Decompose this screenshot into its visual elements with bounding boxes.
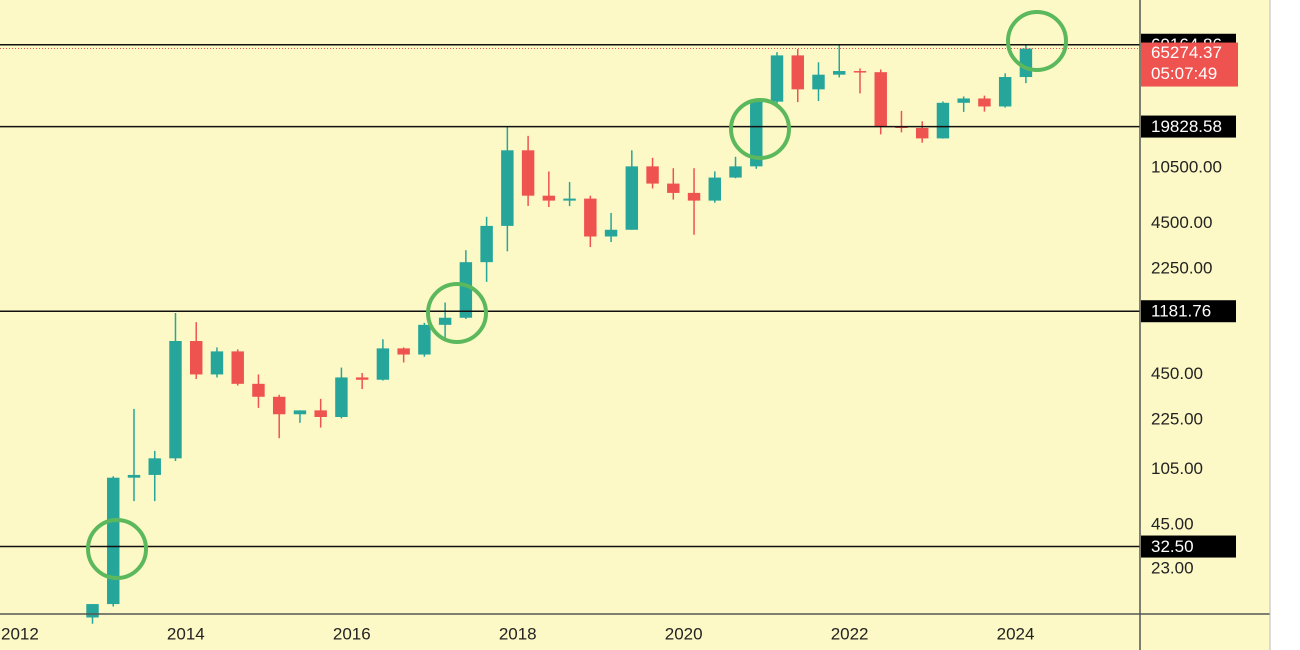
candle-body — [107, 477, 120, 605]
candle-body — [729, 166, 742, 178]
candle-body — [397, 348, 410, 355]
level-label: 19828.58 — [1151, 117, 1222, 136]
candle-body — [625, 166, 639, 230]
y-tick-label: 2250.00 — [1151, 259, 1212, 278]
y-tick-label: 23.00 — [1151, 559, 1194, 578]
candle-body — [646, 166, 659, 184]
candle-body — [169, 341, 182, 459]
candle-body — [438, 317, 452, 325]
candle-body — [210, 351, 224, 375]
candle-body — [501, 150, 514, 226]
candle-body — [542, 195, 556, 201]
candle-body — [978, 98, 991, 107]
annotations — [86, 10, 1068, 580]
candle-body — [272, 396, 286, 415]
x-tick-label: 2016 — [333, 624, 371, 643]
y-tick-label: 10500.00 — [1151, 158, 1222, 177]
y-tick-label: 225.00 — [1151, 409, 1203, 428]
candle-body — [293, 410, 307, 415]
candle-body — [936, 102, 950, 139]
x-tick-label: 2012 — [1, 624, 39, 643]
highlight-circle — [86, 518, 148, 580]
highlight-circle — [426, 282, 488, 344]
level-label-bg — [1141, 115, 1236, 138]
current-price-label: 65274.37 — [1151, 43, 1222, 62]
candle-body — [833, 71, 846, 75]
candle-body — [812, 74, 825, 90]
y-tick-label: 105.00 — [1151, 459, 1203, 478]
candle-body — [480, 225, 493, 263]
countdown-label: 05:07:49 — [1151, 64, 1217, 83]
highlight-circle — [1006, 10, 1068, 72]
candle-body — [584, 198, 597, 237]
x-tick-label: 2020 — [665, 624, 703, 643]
candle-body — [563, 198, 576, 201]
candle-body — [998, 77, 1012, 107]
candle-body — [604, 229, 618, 237]
candle-body — [708, 177, 722, 201]
candle-body — [667, 183, 680, 193]
candle-body — [231, 351, 244, 384]
candle-body — [314, 410, 327, 417]
candle-body — [874, 72, 887, 127]
plot-area — [0, 44, 1140, 624]
candle-body — [376, 348, 390, 380]
candle-body — [459, 262, 473, 318]
x-tick-label: 2022 — [831, 624, 869, 643]
candle-body — [355, 377, 369, 380]
x-tick-label: 2024 — [997, 624, 1035, 643]
x-tick-label: 2014 — [167, 624, 205, 643]
chart-background — [0, 0, 1270, 650]
level-label: 32.50 — [1151, 537, 1194, 556]
candle-body — [1019, 48, 1033, 78]
level-label: 1181.76 — [1151, 302, 1211, 321]
candle-body — [252, 383, 265, 397]
candle-body — [853, 71, 867, 73]
candle-body — [190, 341, 203, 375]
candle-body — [687, 192, 701, 201]
y-tick-label: 45.00 — [1151, 515, 1194, 534]
y-tick-label: 4500.00 — [1151, 213, 1212, 232]
y-tick-label: 450.00 — [1151, 364, 1203, 383]
candle-body — [86, 604, 99, 618]
highlight-circle — [729, 98, 791, 160]
level-label-bg — [1141, 535, 1236, 558]
candle-body — [770, 55, 784, 102]
candle-body — [521, 150, 535, 196]
candle-body — [750, 101, 763, 167]
x-tick-label: 2018 — [499, 624, 537, 643]
candle-body — [915, 127, 929, 139]
axis-labels: 2012 2014 2016 2018 2020 2022 2024 23.00 45.00 10… — [1, 33, 1238, 643]
current-price-bg — [1141, 42, 1238, 87]
candle-body — [418, 324, 431, 355]
level-label-bg — [1141, 300, 1236, 323]
candle-body — [127, 474, 141, 478]
candle-body — [791, 55, 804, 90]
candle-body — [335, 377, 348, 417]
candle-body — [957, 98, 970, 103]
candle-body — [148, 458, 161, 475]
